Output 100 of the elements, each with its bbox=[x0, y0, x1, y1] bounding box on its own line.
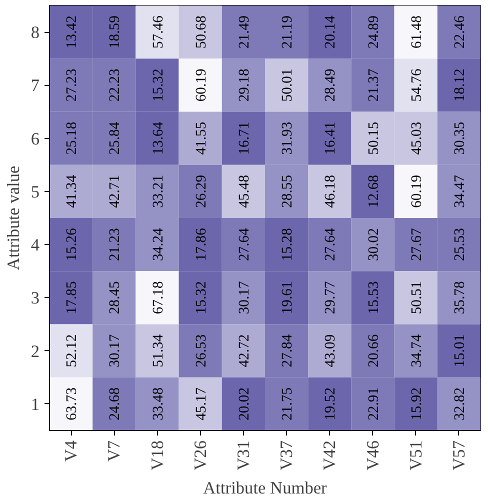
data-label: 19.52 bbox=[322, 387, 339, 420]
data-label: 24.68 bbox=[107, 387, 124, 420]
data-label: 34.47 bbox=[452, 174, 468, 208]
data-label: 27.64 bbox=[322, 227, 339, 262]
y-tick-label: 1 bbox=[30, 394, 40, 414]
x-tick-label: V57 bbox=[449, 440, 468, 470]
data-label: 33.21 bbox=[150, 174, 166, 208]
x-axis-title: Attribute Number bbox=[203, 478, 328, 498]
data-label: 29.18 bbox=[236, 68, 252, 102]
data-label: 42.71 bbox=[107, 174, 124, 208]
data-label: 28.49 bbox=[322, 68, 339, 102]
data-label: 29.77 bbox=[322, 281, 339, 314]
data-label: 12.68 bbox=[366, 174, 382, 208]
data-label: 50.15 bbox=[366, 122, 382, 155]
data-label: 35.78 bbox=[452, 281, 468, 314]
data-label: 15.01 bbox=[452, 334, 468, 368]
data-label: 41.55 bbox=[193, 122, 210, 155]
data-label: 25.84 bbox=[107, 121, 124, 155]
data-label: 21.49 bbox=[236, 16, 252, 49]
data-label: 20.14 bbox=[322, 14, 339, 49]
data-label: 24.89 bbox=[366, 16, 382, 49]
data-label: 60.19 bbox=[408, 174, 425, 208]
y-tick-label: 4 bbox=[30, 236, 40, 255]
y-tick-label: 8 bbox=[30, 23, 40, 42]
data-label: 52.12 bbox=[64, 334, 80, 368]
data-label: 25.18 bbox=[64, 122, 80, 155]
data-label: 67.18 bbox=[150, 281, 166, 314]
y-tick-label: 3 bbox=[30, 288, 40, 308]
data-label: 16.41 bbox=[322, 122, 339, 155]
y-tick-label: 2 bbox=[30, 342, 40, 361]
data-label: 45.48 bbox=[236, 174, 252, 208]
data-label: 15.26 bbox=[64, 228, 80, 262]
x-tick-label: V7 bbox=[104, 440, 124, 462]
y-tick-label: 7 bbox=[30, 76, 40, 96]
data-label: 30.17 bbox=[107, 334, 124, 368]
data-label: 28.45 bbox=[107, 281, 124, 314]
x-tick-label: V46 bbox=[363, 440, 382, 470]
data-label: 27.23 bbox=[64, 68, 80, 102]
data-label: 41.34 bbox=[64, 174, 80, 208]
data-label: 51.34 bbox=[150, 334, 166, 368]
data-label: 21.37 bbox=[366, 68, 382, 102]
data-label: 30.17 bbox=[236, 281, 252, 314]
data-label: 17.85 bbox=[64, 281, 80, 314]
data-label: 61.48 bbox=[408, 16, 425, 49]
data-label: 42.72 bbox=[236, 334, 252, 368]
x-tick-label: V18 bbox=[148, 440, 167, 470]
data-label: 54.76 bbox=[408, 68, 425, 102]
data-label: 27.84 bbox=[280, 334, 296, 368]
x-tick-label: V51 bbox=[406, 440, 426, 470]
data-label: 21.75 bbox=[280, 387, 296, 420]
data-label: 33.48 bbox=[150, 387, 166, 420]
x-tick-label: V31 bbox=[234, 440, 253, 470]
data-label: 32.82 bbox=[452, 387, 468, 420]
data-label: 34.74 bbox=[408, 334, 425, 368]
data-label: 60.19 bbox=[193, 68, 210, 102]
data-label: 20.66 bbox=[366, 334, 382, 368]
data-label: 28.55 bbox=[280, 174, 296, 208]
data-label: 45.17 bbox=[193, 387, 210, 420]
data-label: 22.23 bbox=[107, 68, 124, 102]
data-label: 50.51 bbox=[408, 281, 425, 314]
y-axis-title: Attribute value bbox=[4, 165, 23, 270]
data-label: 13.42 bbox=[64, 16, 80, 49]
data-label: 27.64 bbox=[236, 227, 252, 262]
data-label: 30.02 bbox=[366, 228, 382, 262]
data-label: 43.09 bbox=[322, 334, 339, 368]
data-label: 45.03 bbox=[408, 122, 425, 155]
data-label: 34.24 bbox=[150, 227, 166, 262]
data-label: 15.53 bbox=[366, 281, 382, 314]
data-label: 22.91 bbox=[366, 387, 382, 420]
data-label: 63.73 bbox=[64, 387, 80, 420]
data-label: 16.71 bbox=[236, 122, 252, 155]
data-label: 21.23 bbox=[107, 228, 124, 262]
data-label: 13.64 bbox=[150, 121, 166, 155]
data-label: 21.19 bbox=[280, 16, 296, 49]
data-label: 15.32 bbox=[193, 281, 210, 314]
data-label: 27.67 bbox=[408, 228, 425, 262]
data-label: 18.12 bbox=[452, 68, 468, 102]
data-label: 26.29 bbox=[193, 174, 210, 208]
y-tick-label: 5 bbox=[30, 182, 40, 202]
x-tick-label: V42 bbox=[320, 440, 340, 470]
data-label: 19.61 bbox=[280, 281, 296, 314]
data-label: 57.46 bbox=[150, 16, 166, 49]
data-label: 50.01 bbox=[280, 68, 296, 102]
data-label: 18.59 bbox=[107, 16, 124, 49]
data-label: 26.53 bbox=[193, 334, 210, 368]
x-tick-label: V37 bbox=[277, 440, 296, 470]
data-label: 17.86 bbox=[193, 228, 210, 262]
data-label: 20.02 bbox=[236, 387, 252, 420]
data-label: 30.35 bbox=[452, 122, 468, 155]
data-label: 46.18 bbox=[322, 174, 339, 208]
data-label: 15.92 bbox=[408, 387, 425, 420]
data-label: 15.32 bbox=[150, 68, 166, 102]
data-label: 15.28 bbox=[280, 228, 296, 262]
y-tick-label: 6 bbox=[30, 129, 40, 148]
x-tick-label: V26 bbox=[190, 440, 210, 470]
data-label: 31.93 bbox=[280, 122, 296, 155]
data-label: 25.53 bbox=[452, 228, 468, 262]
x-tick-label: V4 bbox=[62, 440, 81, 462]
data-label: 50.68 bbox=[193, 16, 210, 49]
data-label: 22.46 bbox=[452, 16, 468, 49]
